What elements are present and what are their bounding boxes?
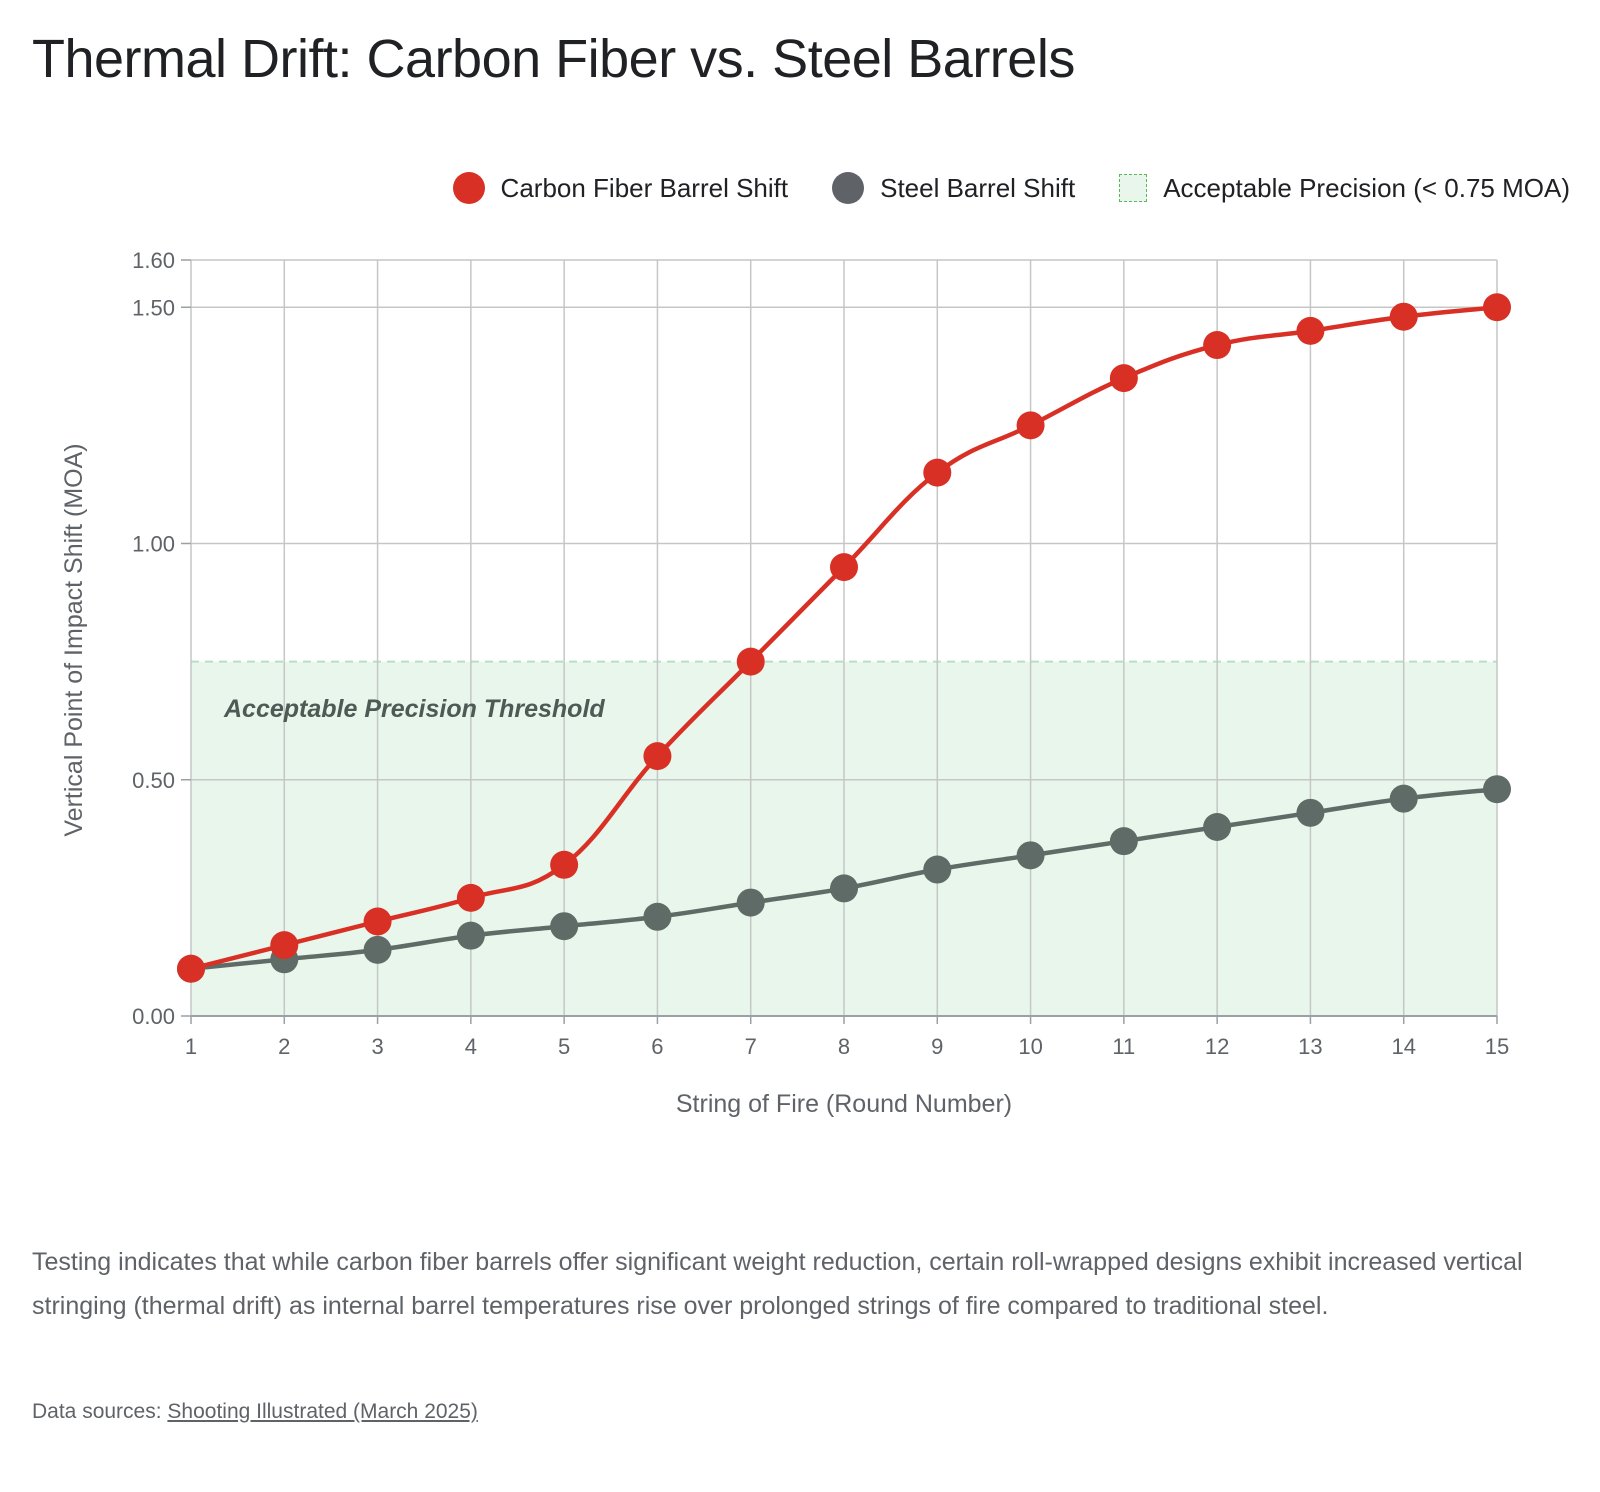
x-tick-label: 9 (931, 1034, 943, 1059)
legend-item-precision[interactable]: Acceptable Precision (< 0.75 MOA) (1119, 173, 1570, 204)
series-layer (177, 293, 1511, 983)
legend-label-steel: Steel Barrel Shift (880, 172, 1076, 203)
steel-point (736, 888, 765, 917)
x-tick-label: 4 (465, 1034, 477, 1059)
carbon-point (363, 907, 392, 936)
sources-prefix: Data sources: (32, 1400, 168, 1423)
x-tick-label: 11 (1112, 1034, 1135, 1059)
chart-description: Testing indicates that while carbon fibe… (32, 1248, 1523, 1320)
carbon-point (923, 458, 952, 487)
carbon-point (736, 647, 765, 676)
x-tick-label: 15 (1485, 1034, 1509, 1059)
legend-item-steel[interactable]: Steel Barrel Shift (832, 172, 1075, 204)
data-sources: Data sources: Shooting Illustrated (Marc… (32, 1400, 478, 1424)
carbon-point (1483, 293, 1511, 322)
x-axis-title: String of Fire (Round Number) (676, 1090, 1012, 1118)
carbon-point (643, 742, 672, 771)
carbon-point (1296, 316, 1325, 345)
source-link[interactable]: Shooting Illustrated (March 2025) (167, 1400, 478, 1423)
y-tick-label: 1.50 (132, 295, 175, 320)
y-tick-label: 1.60 (132, 248, 175, 273)
steel-point (550, 912, 579, 941)
carbon-point (830, 553, 858, 582)
steel-point (643, 902, 672, 931)
carbon-point (550, 850, 579, 879)
x-tick-label: 2 (278, 1034, 290, 1059)
legend-label-carbon: Carbon Fiber Barrel Shift (500, 172, 789, 203)
x-tick-label: 1 (185, 1034, 197, 1059)
steel-point (923, 855, 952, 884)
steel-point (830, 874, 858, 903)
legend-marker-precision (1119, 174, 1148, 202)
y-axis-title: Vertical Point of Impact Shift (MOA) (60, 443, 88, 836)
x-tick-label: 10 (1018, 1034, 1042, 1059)
x-tick-label: 6 (651, 1034, 663, 1059)
steel-point (1109, 827, 1138, 856)
line-chart: 0.000.501.001.501.601 2 3 4 5 6 7 8 9 10 11 12 13 14 1… (60, 248, 1511, 1118)
steel-point (1203, 813, 1232, 841)
steel-series (177, 775, 1511, 983)
carbon-point (456, 883, 485, 912)
x-tick-label: 3 (371, 1034, 383, 1059)
carbon-point (1203, 331, 1232, 360)
legend-item-carbon[interactable]: Carbon Fiber Barrel Shift (452, 172, 789, 204)
steel-point (1296, 798, 1325, 827)
band-label: Acceptable Precision Threshold (223, 695, 605, 723)
legend-marker-carbon (452, 172, 485, 204)
legend-label-precision: Acceptable Precision (< 0.75 MOA) (1163, 172, 1570, 203)
carbon-point (270, 931, 299, 960)
carbon-series (177, 293, 1511, 983)
x-tick-label: 13 (1298, 1034, 1322, 1059)
x-tick-label: 7 (745, 1034, 757, 1059)
x-tick-label: 8 (838, 1034, 850, 1059)
y-tick-label: 0.50 (132, 768, 175, 793)
steel-point (363, 935, 392, 964)
legend-marker-steel (832, 172, 865, 204)
carbon-point (1016, 411, 1045, 440)
y-tick-label: 1.00 (132, 532, 175, 557)
x-tick-label: 5 (558, 1034, 570, 1059)
carbon-point (177, 954, 205, 983)
chart-title: Thermal Drift: Carbon Fiber vs. Steel Ba… (32, 29, 1075, 89)
legend: Carbon Fiber Barrel Shift Steel Barrel S… (409, 172, 1570, 204)
x-tick-label: 12 (1205, 1034, 1229, 1059)
y-tick-label: 0.00 (132, 1004, 175, 1029)
steel-point (456, 921, 485, 950)
axis-layer: 0.000.501.001.501.601 2 3 4 5 6 7 8 9 10 11 12 13 14 1… (132, 248, 1509, 1059)
steel-point (1389, 784, 1418, 813)
carbon-point (1389, 302, 1418, 331)
steel-point (1016, 841, 1045, 870)
steel-point (1483, 775, 1511, 804)
carbon-point (1109, 364, 1138, 393)
x-tick-label: 14 (1391, 1034, 1415, 1059)
